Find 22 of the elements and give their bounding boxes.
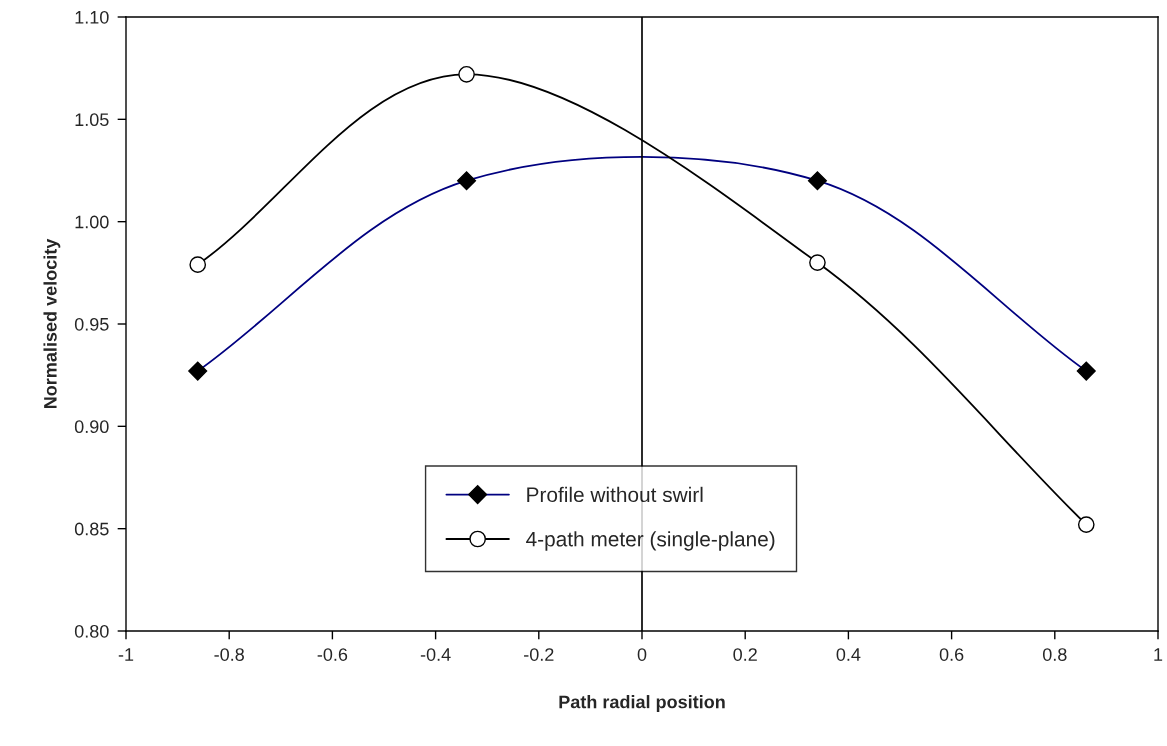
x-tick-label: 1 <box>1154 648 1163 661</box>
x-axis-title: Path radial position <box>559 695 725 712</box>
y-tick-label: 0.95 <box>74 317 109 331</box>
legend-label: Profile without swirl <box>527 486 703 503</box>
x-tick-label: -0.2 <box>524 648 554 661</box>
y-axis-title: Normalised velocity <box>43 238 61 409</box>
y-tick-label: 0.85 <box>74 522 109 536</box>
y-tick-label: 1.00 <box>75 215 109 229</box>
x-tick-label: -0.4 <box>420 648 451 661</box>
y-tick-label: 0.80 <box>74 624 109 638</box>
legend-label: 4-path meter (single-plane) <box>526 531 775 551</box>
x-tick-label: -0.8 <box>214 648 244 661</box>
x-tick-label: -1 <box>118 648 134 661</box>
x-tick-label: 0 <box>637 648 647 661</box>
y-tick-label: 1.05 <box>75 113 109 127</box>
y-tick-label: 1.10 <box>75 10 109 24</box>
x-tick-label: 0.2 <box>733 648 757 661</box>
x-tick-label: 0.6 <box>939 648 964 661</box>
y-tick-label: 0.90 <box>74 420 109 434</box>
x-tick-label: -0.6 <box>317 648 348 661</box>
x-tick-label: 0.4 <box>836 648 861 661</box>
x-tick-label: 0.8 <box>1042 648 1067 661</box>
